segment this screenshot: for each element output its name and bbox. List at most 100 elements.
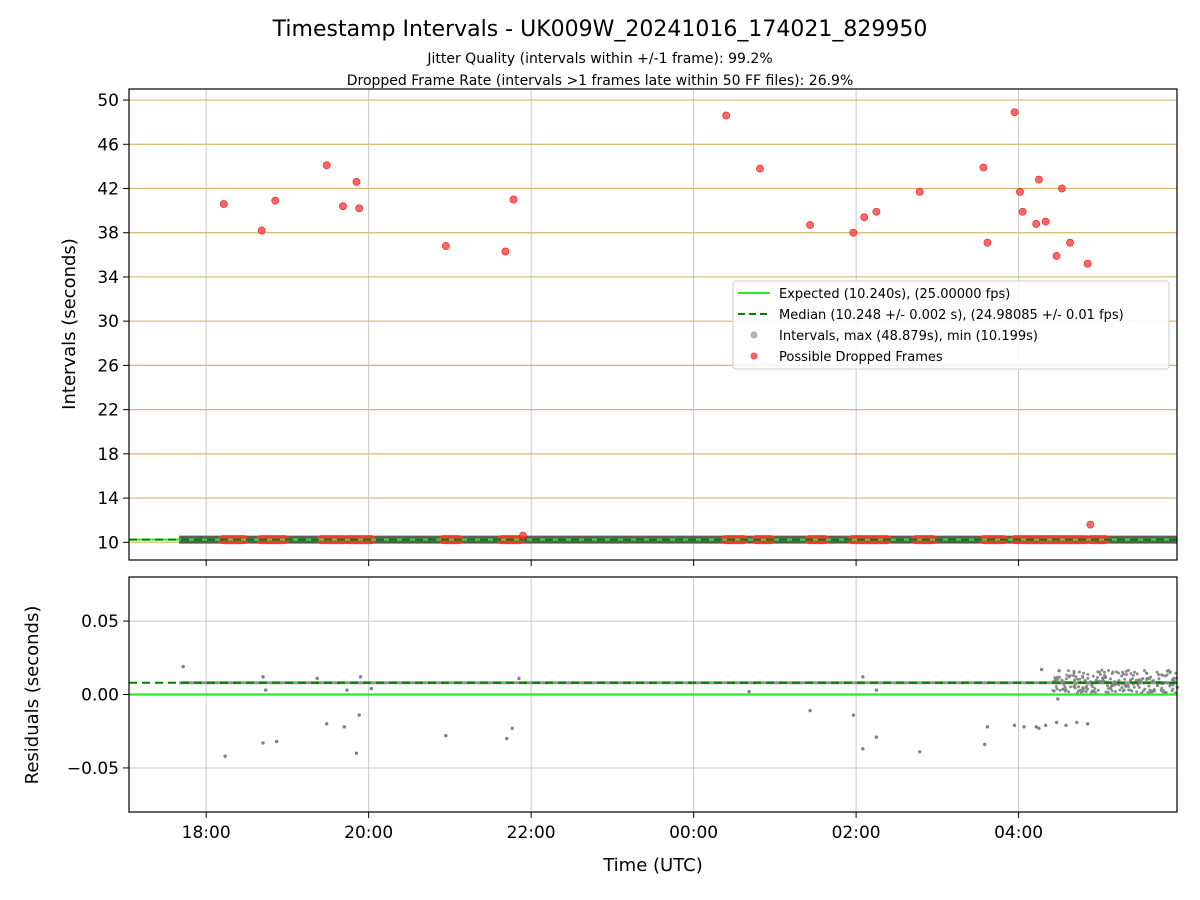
residual-point [1118,688,1122,692]
residual-point [1130,677,1134,681]
legend-entry-label: Median (10.248 +/- 0.002 s), (24.98085 +… [779,308,1124,323]
residual-point [354,751,359,755]
residual-point [1137,678,1141,682]
residual-point [1065,673,1069,677]
residual-point [1062,683,1066,687]
dropped-frame-point [1086,520,1095,529]
chart-title: Timestamp Intervals - UK009W_20241016_17… [272,17,928,42]
residual-point [505,736,509,741]
residual-point [1126,668,1130,672]
residual-point [517,676,521,681]
residual-point [1172,679,1176,683]
residual-point [1128,679,1132,683]
residual-point [1152,689,1156,693]
residual-point [261,675,265,679]
dropped-frame-point [756,164,764,173]
residual-point [874,688,879,692]
residual-point [1164,681,1168,685]
residual-point [1108,677,1112,681]
residual-point [1037,726,1041,730]
residual-point [1061,687,1065,691]
residual-point [1060,678,1064,682]
residual-point [1076,677,1080,681]
residual-point [1161,673,1165,677]
intervals-panel: 10 14 18 22 26 30 34 38 42 46 50 Intervals (second… [59,88,1178,566]
residual-point [510,726,514,730]
residual-point [985,725,990,729]
residual-point [1095,679,1099,683]
dropped-frame-point [271,196,280,205]
dropped-frame-point [1083,259,1092,268]
residual-point [1072,678,1076,682]
dropped-frame-point [219,200,228,208]
residual-point [1133,670,1137,674]
residual-point [1039,667,1044,672]
dropped-frame-point [1016,187,1024,196]
residual-point [861,675,865,679]
dropped-frame-point [806,221,814,229]
residual-point [1082,671,1086,675]
chart-subtitle-jitter: Jitter Quality (intervals within +/-1 fr… [426,51,772,67]
residual-point [1149,675,1153,679]
residual-point [1165,673,1169,677]
intervals-series [129,108,1177,545]
dropped-frame-point [352,177,361,186]
residual-point [181,664,185,669]
dropped-frame-point [872,207,881,216]
residual-point [1106,690,1110,694]
residual-point [1142,668,1146,672]
residual-point [1069,685,1073,689]
residuals-y-axis-label: Residuals (seconds) [22,606,43,785]
residual-point [1122,672,1126,676]
residual-point [1073,686,1077,690]
residual-point [1034,725,1038,729]
residual-point [1096,688,1100,692]
dropped-frame-point [849,228,858,237]
residual-point [1052,689,1056,693]
dropped-frame-point [979,163,988,172]
residual-point [1143,687,1147,691]
residuals-y-tick-label: 0.00 [81,686,119,706]
dropped-frame-point [1041,217,1050,226]
residual-point [324,722,329,726]
intervals-y-tick-label: 30 [97,312,119,332]
residual-point [345,688,349,692]
residual-point [1165,669,1169,673]
dropped-frame-point [722,111,731,120]
residual-point [1123,677,1127,681]
intervals-y-tick-label: 42 [97,180,119,200]
residual-point [1114,690,1118,694]
residual-point [1155,670,1159,674]
residual-point [1022,725,1026,729]
residual-point [1144,671,1148,675]
residual-point [274,739,279,744]
legend-entry-label: Possible Dropped Frames [779,350,943,365]
residual-point [1064,677,1068,681]
residual-point [1102,670,1106,674]
residual-point [1164,691,1168,695]
dropped-frame-point [355,204,364,213]
residual-point [1124,672,1128,676]
residual-point [1099,681,1103,685]
residual-point [1135,672,1139,676]
residual-point [1057,669,1061,673]
residual-point [261,741,265,745]
residual-point [223,754,227,758]
residual-point [1086,672,1090,676]
residual-point [1147,684,1151,688]
intervals-y-tick-label: 18 [97,445,119,465]
intervals-y-axis-label: Intervals (seconds) [59,238,80,410]
residual-point [1117,683,1121,687]
residual-point [1116,671,1120,675]
residual-point [1064,723,1068,728]
residual-point [1072,673,1076,677]
residual-point [1074,675,1078,679]
legend-entry-label: Intervals, max (48.879s), min (10.199s) [779,329,1038,344]
residual-point [1075,720,1079,725]
residual-point [1073,683,1077,687]
residual-point [1151,679,1155,683]
dropped-frame-point [257,226,266,235]
dropped-frame-point [519,531,527,540]
residual-point [1081,689,1085,693]
